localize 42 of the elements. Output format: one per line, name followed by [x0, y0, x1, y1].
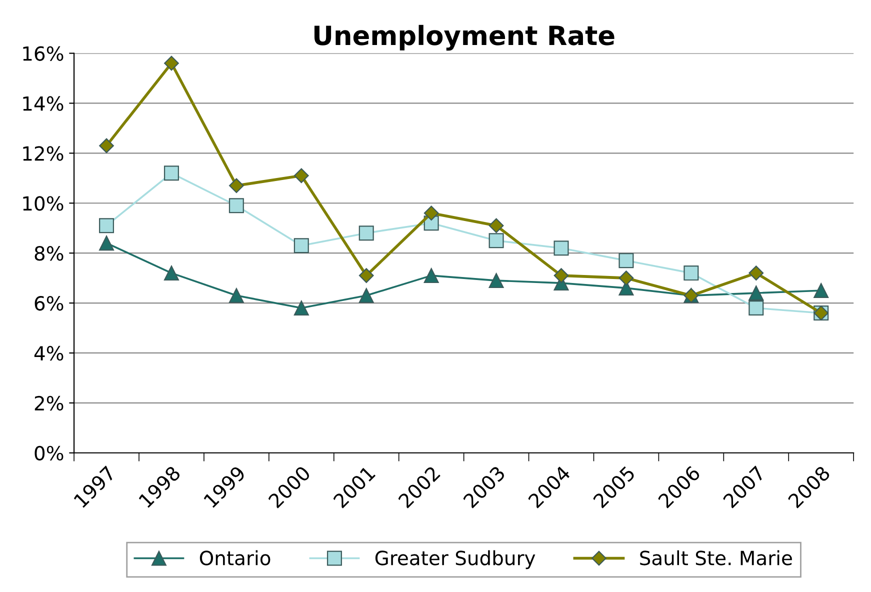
point	[358, 288, 374, 304]
point	[294, 238, 309, 254]
y-tick-label: 2%	[34, 396, 64, 411]
point	[164, 166, 179, 181]
point	[748, 286, 764, 301]
y-tick-label: 6%	[34, 296, 64, 311]
point	[99, 236, 114, 251]
y-tick-label: 0%	[34, 446, 64, 461]
point	[488, 273, 504, 288]
point	[228, 198, 244, 214]
point	[684, 266, 699, 281]
point	[814, 283, 829, 298]
point	[99, 138, 114, 154]
legend-label: Ontario	[200, 550, 270, 566]
chart-title: Unemployment Rate	[314, 24, 614, 51]
point	[229, 178, 244, 194]
legend-label: Sault Ste. Marie	[640, 550, 792, 566]
y-tick-label: 4%	[34, 346, 64, 361]
y-tick-label: 16%	[23, 46, 64, 61]
y-tick-label: 14%	[23, 96, 64, 111]
y-tick-label: 10%	[23, 196, 64, 211]
point	[488, 233, 504, 248]
point	[554, 240, 569, 256]
legend-label: Greater Sudbury	[375, 550, 536, 570]
point	[294, 300, 309, 316]
point	[99, 218, 114, 234]
point	[748, 300, 764, 316]
point	[228, 288, 244, 304]
point	[618, 253, 634, 268]
point	[488, 218, 504, 234]
point	[358, 268, 374, 283]
y-tick-label: 8%	[34, 246, 64, 261]
point	[164, 266, 179, 281]
point	[554, 268, 569, 283]
point	[424, 268, 439, 284]
point	[618, 270, 634, 286]
y-tick-label: 12%	[23, 146, 64, 161]
point	[424, 206, 439, 221]
point	[358, 226, 374, 241]
point	[294, 168, 309, 184]
point	[748, 266, 764, 280]
point	[164, 56, 179, 71]
